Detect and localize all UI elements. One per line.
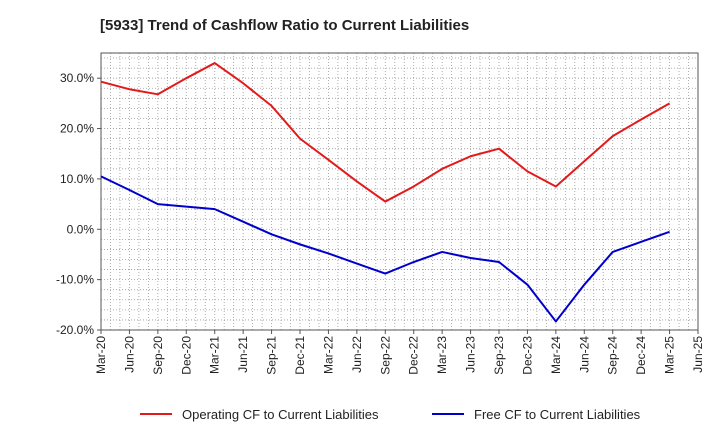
x-tick-label: Mar-21 [208, 336, 222, 374]
plot-background [101, 53, 698, 330]
x-tick-label: Dec-20 [179, 336, 193, 375]
y-tick-label: 10.0% [60, 172, 94, 186]
y-tick-label: -10.0% [56, 273, 94, 287]
legend: Operating CF to Current Liabilities Free … [140, 407, 641, 422]
x-tick-label: Dec-23 [520, 336, 534, 375]
x-tick-label: Jun-20 [122, 336, 136, 373]
y-tick-label: 20.0% [60, 122, 94, 136]
x-tick-label: Dec-21 [293, 336, 307, 375]
legend-label: Operating CF to Current Liabilities [182, 407, 379, 422]
x-tick-label: Sep-21 [265, 336, 279, 375]
x-tick-label: Jun-22 [350, 336, 364, 373]
x-tick-label: Sep-20 [151, 336, 165, 375]
y-tick-label: -20.0% [56, 323, 94, 337]
x-tick-label: Sep-22 [378, 336, 392, 375]
chart-title: [5933] Trend of Cashflow Ratio to Curren… [100, 17, 469, 34]
x-tick-label: Mar-25 [663, 336, 677, 374]
x-tick-label: Jun-24 [577, 336, 591, 373]
x-tick-label: Sep-24 [606, 336, 620, 375]
legend-label: Free CF to Current Liabilities [474, 407, 641, 422]
x-tick-label: Jun-21 [236, 336, 250, 373]
x-tick-label: Mar-24 [549, 336, 563, 374]
x-tick-label: Sep-23 [492, 336, 506, 375]
x-tick-label: Jun-23 [464, 336, 478, 373]
plot-frame [100, 52, 699, 331]
plot-area: 30.0% 20.0% 10.0% 0.0% -10.0% -20.0%Mar-20 Jun… [56, 52, 705, 375]
x-tick-label: Mar-20 [94, 336, 108, 374]
x-tick-label: Dec-22 [407, 336, 421, 375]
x-tick-label: Jun-25 [691, 336, 705, 373]
y-tick-label: 0.0% [67, 222, 95, 236]
x-tick-label: Dec-24 [634, 336, 648, 375]
x-tick-label: Mar-22 [321, 336, 335, 374]
y-tick-label: 30.0% [60, 71, 94, 85]
x-tick-label: Mar-23 [435, 336, 449, 374]
